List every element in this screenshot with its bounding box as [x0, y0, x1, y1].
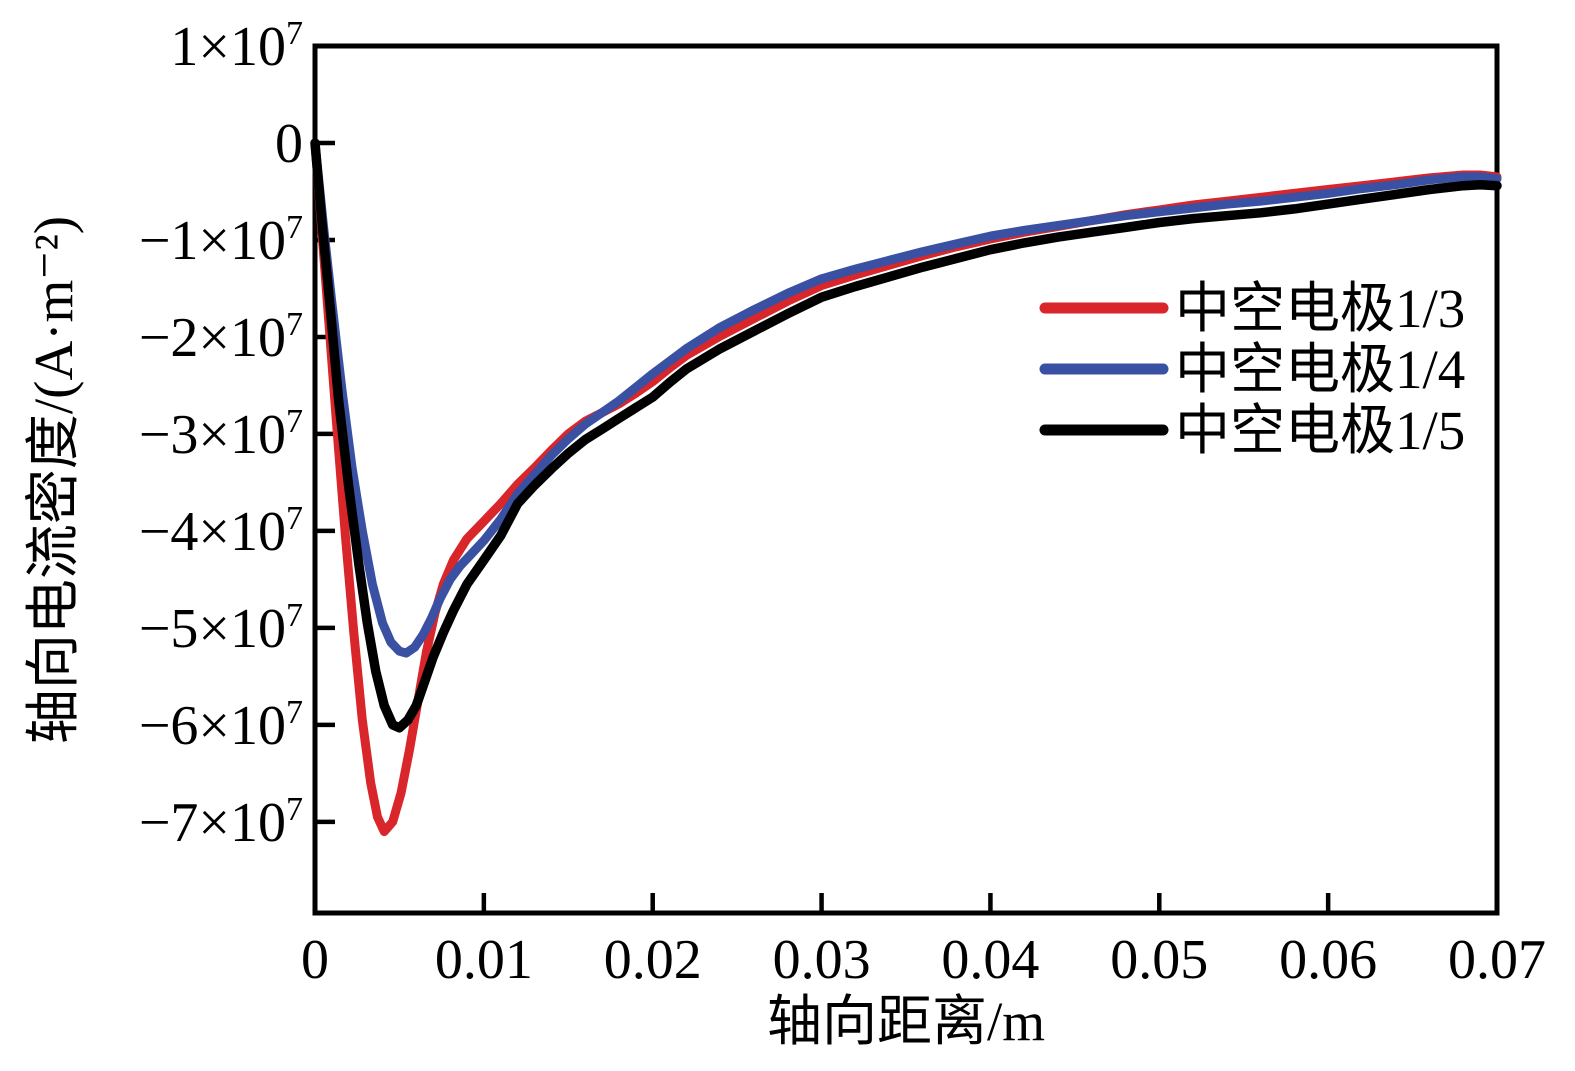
series-line-1: [310, 138, 1502, 836]
legend-label: 中空电极1/4: [1175, 339, 1465, 400]
x-tick-label: 0: [301, 929, 329, 991]
axis-tick-labels: 0 0.01 0.02 0.03 0.04 0.05 0.06 0.07 1×107 0 −1×10…: [139, 15, 1546, 991]
legend-item: 中空电极1/4: [1039, 339, 1465, 400]
legend-item: 中空电极1/3: [1039, 278, 1465, 339]
y-tick-label: −7×107: [139, 791, 303, 854]
plot-frame: [312, 43, 1500, 916]
x-axis-label: 轴向距离/m: [767, 991, 1045, 1052]
y-tick-label: −6×107: [139, 694, 303, 757]
axis-ticks: [312, 43, 1500, 913]
y-axis-label: 轴向电流密度/(A·m⁻²): [23, 216, 84, 744]
series-curves: [310, 138, 1502, 836]
legend-label: 中空电极1/3: [1175, 278, 1465, 339]
x-tick-label: 0.02: [604, 929, 702, 991]
y-tick-label: 1×107: [170, 15, 303, 78]
x-tick-label: 0.07: [1448, 929, 1546, 991]
x-tick-label: 0.01: [435, 929, 533, 991]
y-tick-label: 0: [275, 113, 303, 175]
y-tick-label: −3×107: [139, 403, 303, 466]
y-tick-label: −5×107: [139, 597, 303, 660]
x-tick-label: 0.05: [1110, 929, 1208, 991]
legend-label: 中空电极1/5: [1175, 400, 1465, 461]
y-tick-label: −4×107: [139, 500, 303, 563]
y-tick-label: −1×107: [139, 209, 303, 272]
x-tick-label: 0.04: [941, 929, 1039, 991]
axes-frame: [312, 43, 1500, 916]
x-tick-label: 0.03: [773, 929, 871, 991]
y-tick-label: −2×107: [139, 306, 303, 369]
legend-item: 中空电极1/5: [1039, 400, 1465, 461]
series-line-3: [310, 138, 1502, 733]
x-tick-label: 0.06: [1279, 929, 1377, 991]
series-line-2: [310, 138, 1502, 658]
